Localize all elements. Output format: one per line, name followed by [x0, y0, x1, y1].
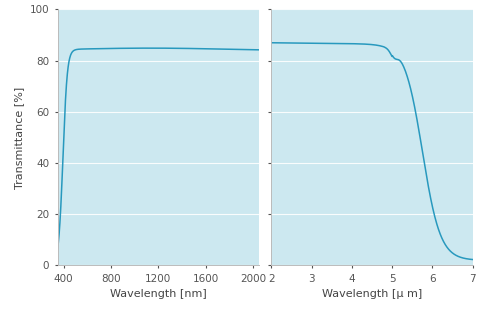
X-axis label: Wavelength [nm]: Wavelength [nm] [110, 289, 207, 299]
X-axis label: Wavelength [μ m]: Wavelength [μ m] [322, 289, 422, 299]
Y-axis label: Transmittance [%]: Transmittance [%] [14, 86, 24, 189]
